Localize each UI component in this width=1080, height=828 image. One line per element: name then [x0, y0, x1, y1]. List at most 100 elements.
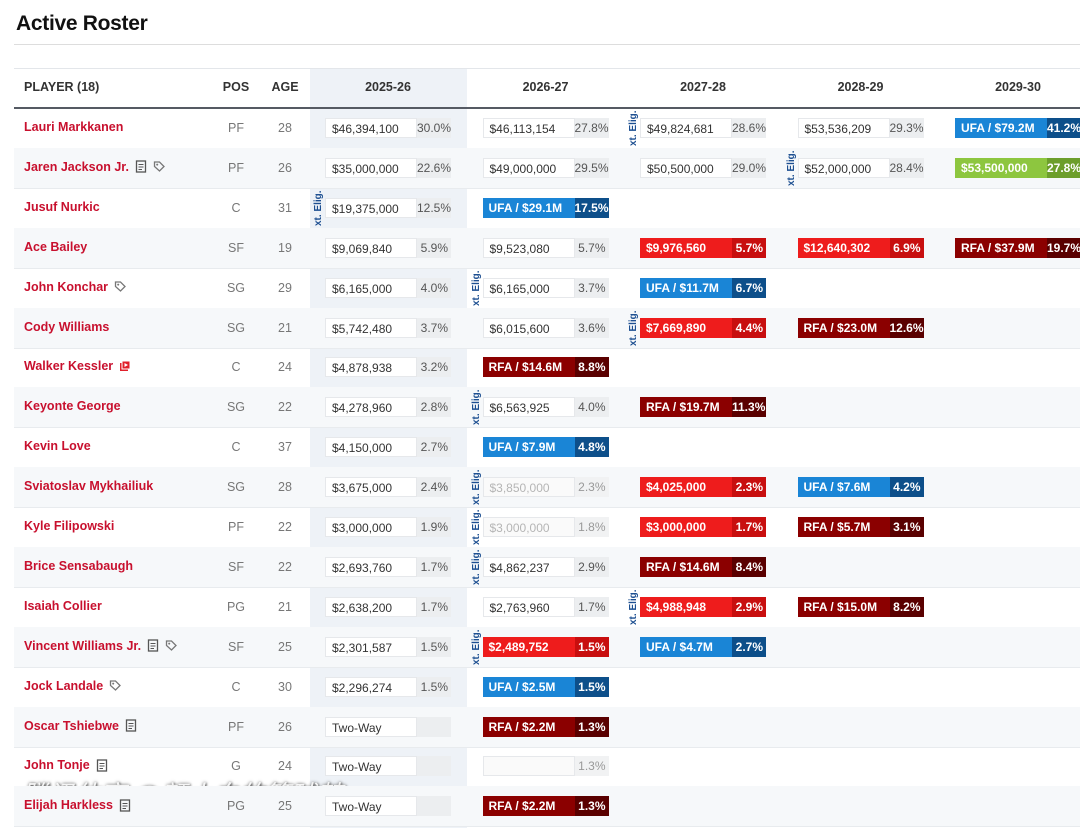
cap-percent: 29.3% — [889, 118, 924, 138]
salary-amount: Two-Way — [325, 716, 417, 737]
player-name[interactable]: Jaren Jackson Jr. — [24, 159, 129, 174]
player-header: PLAYER (18) — [24, 80, 100, 94]
player-icon[interactable] — [119, 799, 131, 812]
salary-amount: $2,489,752 — [482, 636, 575, 657]
player-name[interactable]: Jusuf Nurkic — [24, 199, 100, 214]
player-icon[interactable] — [119, 360, 131, 373]
player-name[interactable]: Keyonte George — [24, 399, 121, 414]
salary-amount: $4,878,938 — [325, 357, 417, 378]
salary-amount: $4,150,000 — [325, 437, 417, 458]
cap-percent: 2.7% — [417, 437, 451, 458]
player-name[interactable]: Sviatoslav Mykhailiuk — [24, 479, 154, 494]
player-name[interactable]: Jock Landale — [24, 678, 104, 693]
cap-percent: 29.0% — [732, 157, 766, 178]
cap-percent: 41.2% — [1047, 118, 1080, 138]
cap-percent: 12.5% — [417, 197, 451, 218]
season-header: 2025-26 — [365, 80, 411, 94]
salary-amount: UFA / $7.6M — [797, 477, 890, 498]
player-cell: Kevin Love — [24, 439, 91, 453]
player-cell: John Tonje — [24, 758, 108, 772]
cap-percent: 8.4% — [732, 556, 766, 577]
player-cell: Vincent Williams Jr. — [24, 639, 177, 653]
salary-amount: $53,500,000 — [955, 157, 1047, 178]
salary-amount: Two-Way — [325, 756, 417, 777]
position: C — [231, 440, 241, 455]
player-cell: Jusuf Nurkic — [24, 200, 100, 214]
cap-percent: 4.2% — [889, 477, 924, 498]
player-cell: Walker Kessler — [24, 359, 131, 373]
cap-percent: 8.8% — [574, 357, 609, 378]
salary-amount: $6,165,000 — [325, 277, 417, 298]
player-name[interactable]: Elijah Harkless — [24, 798, 113, 813]
salary-amount: RFA / $14.6M — [482, 357, 575, 378]
player-name[interactable]: Isaiah Collier — [24, 598, 102, 613]
season-header: 2029-30 — [995, 80, 1041, 94]
position: SG — [226, 480, 246, 495]
player-name[interactable]: Lauri Markkanen — [24, 120, 124, 134]
cap-percent: 5.9% — [417, 237, 451, 258]
salary-amount: $3,000,000 — [640, 517, 732, 537]
salary-amount: $4,025,000 — [640, 477, 732, 498]
player-icon[interactable] — [125, 719, 137, 732]
cap-percent: 6.7% — [732, 277, 766, 298]
player-name[interactable]: Walker Kessler — [24, 359, 114, 374]
age: 22 — [278, 520, 292, 534]
salary-amount — [482, 756, 575, 777]
player-cell: Kyle Filipowski — [24, 519, 114, 533]
player-icon[interactable] — [147, 639, 159, 652]
cap-percent: 6.9% — [889, 237, 924, 258]
salary-amount: $2,763,960 — [482, 596, 575, 617]
player-name[interactable]: John Konchar — [24, 279, 109, 294]
cap-percent: 3.7% — [574, 277, 609, 298]
salary-amount: $3,000,000 — [325, 517, 417, 537]
player-name[interactable]: Kevin Love — [24, 439, 91, 454]
player-icon[interactable] — [109, 679, 122, 692]
player-name[interactable]: Vincent Williams Jr. — [24, 638, 142, 653]
player-icon[interactable] — [96, 759, 108, 772]
salary-amount: $9,523,080 — [482, 237, 575, 258]
cap-percent: 1.3% — [574, 756, 609, 777]
salary-amount: $3,675,000 — [325, 477, 417, 498]
extension-eligible: xt. Elig. — [470, 389, 482, 426]
player-name[interactable]: Ace Bailey — [24, 239, 88, 254]
salary-amount: $4,278,960 — [325, 397, 417, 418]
cap-percent: 1.7% — [417, 556, 451, 577]
position: C — [231, 679, 241, 694]
salary-amount: RFA / $14.6M — [640, 556, 732, 577]
player-name[interactable]: Brice Sensabaugh — [24, 558, 134, 573]
salary-amount: $9,976,560 — [640, 237, 732, 258]
player-cell: Oscar Tshiebwe — [24, 719, 137, 733]
player-icon[interactable] — [165, 639, 177, 652]
extension-eligible: xt. Elig. — [470, 509, 482, 545]
player-cell: Jock Landale — [24, 678, 122, 693]
extension-eligible: xt. Elig. — [628, 589, 639, 625]
cap-percent: 11.3% — [732, 397, 766, 418]
cap-percent — [417, 756, 451, 777]
salary-amount: $9,069,840 — [325, 237, 417, 258]
salary-amount: $4,988,948 — [640, 596, 732, 617]
age: 26 — [278, 719, 292, 734]
pos-header: POS — [222, 80, 250, 94]
cap-percent: 4.0% — [574, 397, 609, 418]
player-name[interactable]: John Tonje — [24, 758, 90, 773]
extension-eligible: xt. Elig. — [470, 629, 482, 665]
cap-percent: 1.5% — [574, 676, 609, 697]
player-name[interactable]: Oscar Tshiebwe — [24, 718, 119, 733]
player-cell: Cody Williams — [24, 320, 109, 334]
divider — [14, 44, 1080, 45]
cap-percent: 28.4% — [889, 157, 924, 178]
extension-eligible: xt. Elig. — [470, 469, 482, 506]
player-icon[interactable] — [153, 160, 165, 173]
cap-percent: 1.3% — [574, 716, 609, 737]
player-icon[interactable] — [114, 280, 126, 293]
table-header — [14, 68, 1080, 109]
player-icon[interactable] — [135, 160, 147, 174]
player-name[interactable]: Cody Williams — [24, 319, 110, 334]
position: SG — [226, 400, 246, 415]
salary-amount: $49,000,000 — [482, 157, 575, 178]
salary-amount: $6,015,600 — [482, 317, 575, 338]
cap-percent: 19.7% — [1047, 237, 1080, 258]
player-name[interactable]: Kyle Filipowski — [24, 519, 115, 533]
cap-percent: 27.8% — [1047, 157, 1080, 178]
